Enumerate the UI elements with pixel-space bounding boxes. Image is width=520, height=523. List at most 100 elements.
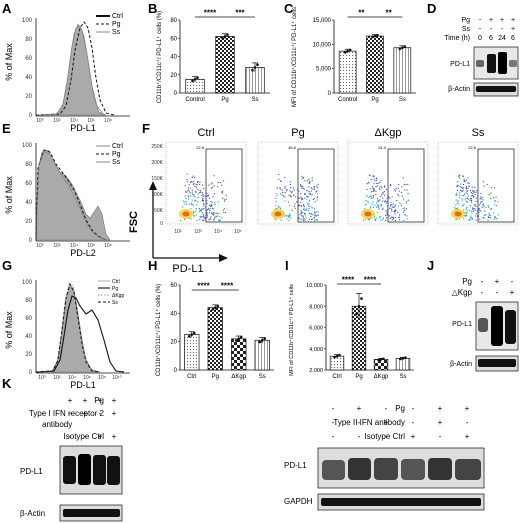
flow-event-dot [391, 210, 393, 212]
flow-event-dot [206, 216, 208, 218]
flow-event-dot [184, 203, 186, 205]
flow-event-dot [225, 194, 227, 196]
flow-event-dot [377, 204, 379, 206]
flow-event-dot [202, 212, 204, 214]
flow-event-dot [188, 190, 190, 192]
data-point [226, 33, 229, 37]
flow-event-dot [480, 197, 482, 199]
flow-event-dot [180, 219, 182, 221]
data-point [343, 51, 347, 54]
flow-event-dot [275, 205, 277, 207]
flow-event-dot [304, 219, 306, 221]
panel-letter-g: G [2, 258, 12, 273]
flow-event-dot [186, 181, 188, 183]
flow-event-dot [218, 201, 220, 203]
flow-event-dot [215, 215, 217, 217]
flow-gate [205, 148, 243, 223]
histogram-line-pg [35, 295, 125, 373]
flow-event-dot [490, 208, 492, 210]
flow-density-peak [454, 211, 462, 217]
y-tick-label: 0 [174, 91, 178, 97]
svg-text:10⁴: 10⁴ [68, 375, 76, 381]
flow-event-dot [210, 200, 212, 202]
flow-event-dot [201, 184, 203, 186]
flow-event-dot [466, 206, 468, 208]
lane-mark: - [466, 418, 469, 427]
flow-event-dot [186, 173, 188, 175]
flow-event-dot [218, 219, 220, 221]
flow-event-dot [456, 185, 458, 187]
flow-event-dot [387, 202, 389, 204]
flow-event-dot [467, 201, 469, 203]
legend: Ctrl Pg Ss [96, 143, 123, 166]
data-point [360, 297, 363, 300]
flow-event-dot [308, 192, 310, 194]
flow-event-dot [276, 187, 278, 189]
flow-event-dot [213, 175, 215, 177]
flow-event-dot [370, 207, 372, 209]
flow-event-dot [191, 204, 193, 206]
flow-event-dot [490, 192, 492, 194]
svg-text:40: 40 [25, 200, 32, 206]
flow-density-peak [364, 211, 372, 217]
flow-event-dot [402, 208, 404, 210]
flow-event-dot [304, 209, 306, 211]
flow-event-dot [286, 190, 288, 192]
legend-item: Ss [112, 300, 118, 306]
flow-event-dot [493, 196, 495, 198]
data-point [251, 68, 254, 72]
flow-event-dot [303, 206, 305, 208]
legend-item: Ctrl [112, 279, 120, 285]
flow-event-dot [302, 215, 304, 217]
flow-event-dot [496, 217, 498, 219]
flow-event-dot [397, 194, 399, 196]
flow-event-dot [487, 219, 489, 221]
flow-event-dot [463, 195, 465, 197]
lane-mark: - [385, 404, 388, 413]
flow-event-dot [470, 216, 472, 218]
data-point [404, 356, 407, 359]
flow-event-dot [475, 206, 477, 208]
svg-text:10⁰: 10⁰ [36, 243, 44, 249]
flow-event-dot [183, 201, 185, 203]
flow-event-dot [382, 200, 384, 202]
data-point [234, 339, 238, 342]
flow-density-peak [182, 211, 190, 217]
panel-letter-i: I [285, 258, 289, 273]
flow-event-dot [376, 198, 378, 200]
flow-event-dot [308, 182, 310, 184]
flow-event-dot [275, 208, 277, 210]
flow-event-dot [477, 216, 479, 218]
category-label: Pg [212, 374, 219, 380]
flow-event-dot [203, 219, 205, 221]
flow-event-dot [471, 195, 473, 197]
panel-letter-j: J [427, 258, 434, 273]
flow-event-dot [482, 203, 484, 205]
flow-event-dot [310, 213, 312, 215]
flow-event-dot [304, 197, 306, 199]
flow-event-dot [207, 208, 209, 210]
flow-event-dot [459, 194, 461, 196]
y-tick-label: 10,000 [313, 42, 332, 48]
flow-event-dot [313, 188, 315, 190]
flow-event-dot [281, 194, 283, 196]
flow-event-dot [307, 209, 309, 211]
flow-event-dot [475, 197, 477, 199]
flow-event-dot [203, 188, 205, 190]
x-tick: 10⁵ [234, 229, 242, 235]
flow-event-dot [391, 204, 393, 206]
flow-event-dot [201, 198, 203, 200]
flow-event-dot [313, 186, 315, 188]
flow-event-dot [384, 200, 386, 202]
flow-event-dot [374, 218, 376, 220]
flow-event-dot [276, 194, 278, 196]
flow-event-dot [299, 214, 301, 216]
flow-event-dot [194, 176, 196, 178]
data-point [377, 358, 380, 362]
lane-mark: + [465, 404, 470, 413]
flow-event-dot [192, 204, 194, 206]
flow-event-dot [314, 211, 316, 213]
flow-event-dot [463, 178, 465, 180]
flow-event-dot [379, 195, 381, 197]
flow-event-dot [494, 200, 496, 202]
